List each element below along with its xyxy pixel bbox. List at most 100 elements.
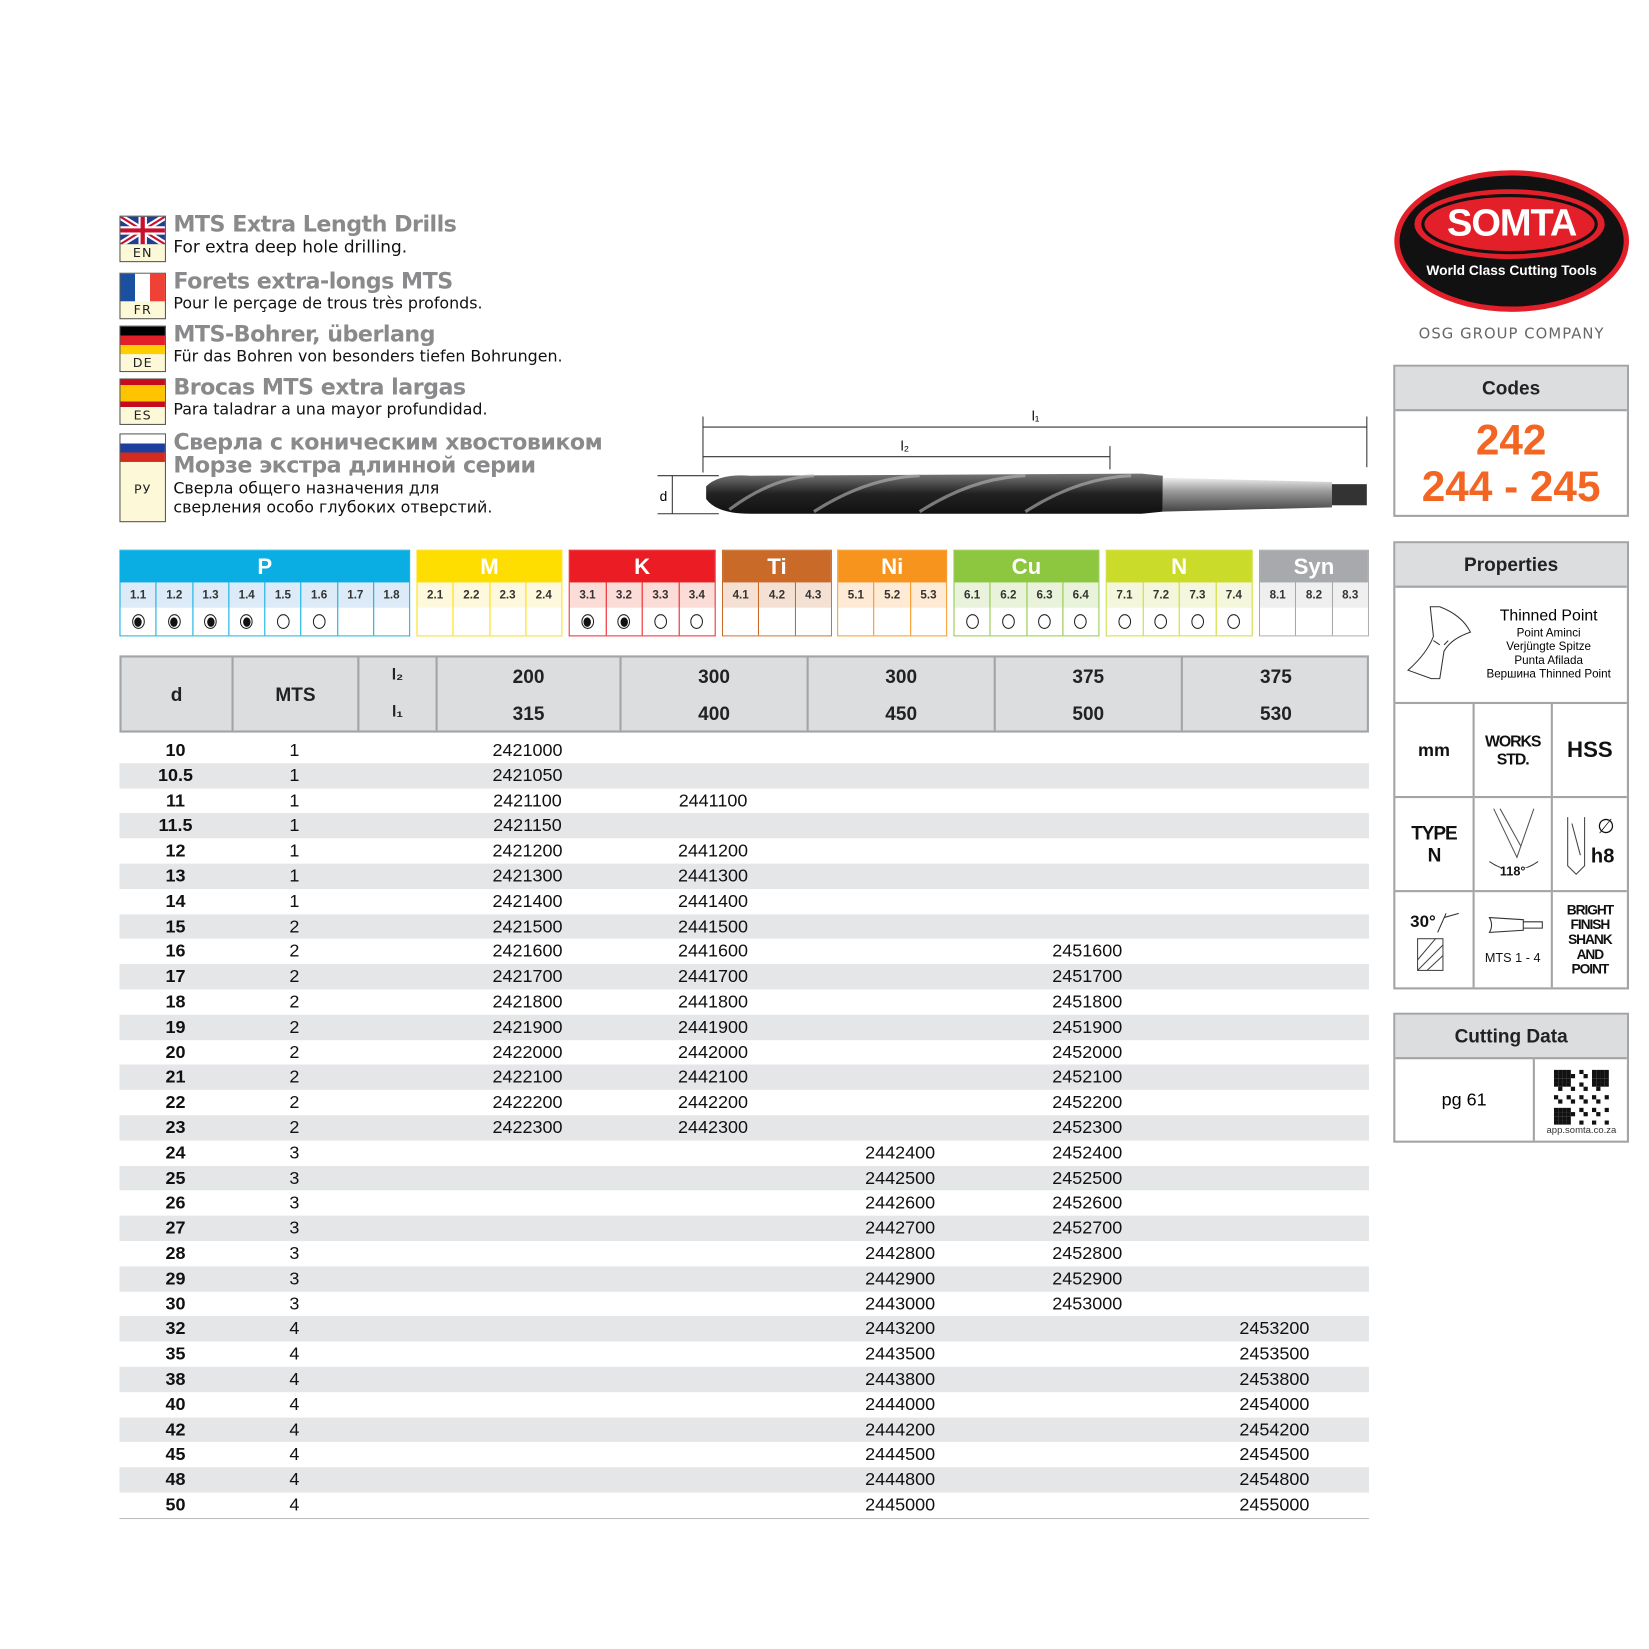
product-code-cell[interactable]: 2453000 [1052,1293,1123,1314]
product-code-cell[interactable]: 2441100 [678,790,748,811]
product-code-cell[interactable]: 2421400 [492,890,563,911]
spacer-cell [357,1140,435,1165]
product-code-cell[interactable]: 2445000 [865,1494,936,1515]
product-code-cell[interactable]: 2441900 [678,1016,748,1037]
product-code-cell[interactable]: 2452500 [1052,1167,1123,1188]
product-code-cell[interactable]: 2453200 [1239,1318,1310,1339]
product-code-cell[interactable]: 2452400 [1052,1142,1123,1163]
mts-cell: 1 [289,890,300,911]
product-code-cell[interactable]: 2452200 [1052,1092,1123,1113]
product-code-cell[interactable]: 2444800 [865,1469,936,1490]
product-code-cell[interactable]: 2422000 [492,1041,563,1062]
mts-cell: 4 [289,1368,300,1389]
product-code-cell[interactable]: 2442500 [865,1167,936,1188]
product-code-cell[interactable]: 2421600 [492,941,563,962]
product-code-cell [807,864,994,889]
product-code-cell[interactable]: 2452900 [1052,1268,1123,1289]
product-code-cell[interactable]: 2452600 [1052,1192,1123,1213]
product-code-cell[interactable]: 2421100 [493,790,562,811]
spacer-cell [357,1392,435,1417]
material-group-label: Ni [838,550,947,583]
qr-code-icon[interactable] [1553,1069,1609,1125]
product-code-cell[interactable]: 2441500 [678,916,748,937]
product-code-cell[interactable]: 2452300 [1052,1117,1123,1138]
product-code-cell[interactable]: 2441300 [678,865,748,886]
product-code-cell[interactable]: 2441700 [678,966,748,987]
product-code-cell[interactable]: 2421500 [492,916,563,937]
spacer-cell [357,838,435,863]
product-code-cell[interactable]: 2444200 [865,1419,936,1440]
product-code-cell[interactable]: 2454500 [1239,1444,1310,1465]
product-code-cell[interactable]: 2441600 [678,941,748,962]
properties-title: Properties [1395,543,1627,588]
material-rating-cell [490,607,527,636]
product-code-cell[interactable]: 2452000 [1052,1041,1123,1062]
material-subgroup: 5.1 [838,582,875,608]
material-rating-cell [229,607,266,636]
point-translation: Punta Afilada [1514,654,1583,668]
spacer-cell [357,1342,435,1367]
product-code-cell[interactable]: 2455000 [1239,1494,1310,1515]
product-code-cell[interactable]: 2442900 [865,1268,936,1289]
product-code-cell[interactable]: 2444000 [865,1394,936,1415]
product-code-cell[interactable]: 2421900 [492,1016,563,1037]
product-code-cell[interactable]: 2454200 [1239,1419,1310,1440]
product-code-cell[interactable]: 2453500 [1239,1343,1310,1364]
mts-cell: 4 [289,1419,300,1440]
product-code-cell[interactable]: 2441400 [678,890,748,911]
product-code-cell[interactable]: 2441200 [678,840,748,861]
product-code-cell[interactable]: 2442800 [865,1243,936,1264]
product-code-cell[interactable]: 2451900 [1052,1016,1123,1037]
product-code-cell[interactable]: 2452100 [1052,1066,1123,1088]
material-group-k: K 3.1 3.2 3.3 3.4 [568,549,716,637]
product-code-cell[interactable]: 2442600 [865,1192,936,1213]
header-column-1: 300 400 [622,657,809,731]
product-code-cell [1181,788,1368,813]
product-code-cell[interactable]: 2442400 [865,1142,936,1163]
product-code-cell[interactable]: 2443200 [865,1318,936,1339]
product-code-cell[interactable]: 2442100 [678,1066,748,1088]
language-code: DE [132,355,153,370]
product-code-cell[interactable]: 2443000 [865,1293,936,1314]
cutting-data-page-link[interactable]: pg 61 [1395,1059,1535,1141]
product-code-cell[interactable]: 2442200 [678,1092,748,1113]
product-code-cell [1181,889,1368,914]
product-code-cell[interactable]: 2452800 [1052,1243,1123,1264]
product-code-cell[interactable]: 2421050 [492,765,563,786]
table-row: 11.5 1 2421150 [119,813,1369,839]
product-code-cell[interactable]: 2421200 [492,840,563,861]
product-code-cell[interactable]: 2453800 [1239,1368,1310,1389]
product-code-cell[interactable]: 2421150 [493,815,562,836]
product-code-cell[interactable]: 2421000 [492,739,563,761]
product-code-cell[interactable]: 2442000 [678,1041,748,1062]
product-code-cell[interactable]: 2421700 [492,966,563,987]
header-d: d [122,657,234,731]
product-code-cell[interactable]: 2451700 [1052,966,1123,987]
mts-cell: 1 [289,865,300,886]
product-code-cell[interactable]: 2422200 [492,1092,563,1113]
diameter-cell: 40 [165,1394,186,1415]
product-code-cell [994,889,1181,914]
product-code-cell[interactable]: 2444500 [865,1444,936,1465]
table-row: 26 3 2442600 2452600 [119,1191,1368,1216]
unit-mm: mm [1395,704,1475,799]
diameter-cell: 29 [165,1268,186,1289]
product-code-cell[interactable]: 2422300 [492,1117,563,1138]
header-column-0: 200 315 [438,657,622,731]
product-code-cell [619,1140,806,1165]
product-code-cell[interactable]: 2443500 [865,1343,936,1364]
product-code-cell[interactable]: 2451600 [1052,941,1123,962]
product-code-cell[interactable]: 2422100 [492,1066,563,1088]
product-code-cell[interactable]: 2454000 [1239,1394,1310,1415]
product-code-cell[interactable]: 2451800 [1052,991,1123,1012]
product-code-cell[interactable]: 2452700 [1052,1217,1123,1239]
product-code-cell[interactable]: 2421800 [492,991,563,1012]
properties-panel: Properties Thinned Point Point Aminci Ver… [1393,541,1629,990]
header-column-2: 300 450 [809,657,996,731]
product-code-cell[interactable]: 2421300 [492,865,563,886]
product-code-cell[interactable]: 2443800 [865,1368,936,1389]
product-code-cell[interactable]: 2442700 [865,1217,936,1239]
product-code-cell[interactable]: 2441800 [678,991,748,1012]
product-code-cell[interactable]: 2442300 [678,1117,748,1138]
product-code-cell[interactable]: 2454800 [1239,1469,1310,1490]
